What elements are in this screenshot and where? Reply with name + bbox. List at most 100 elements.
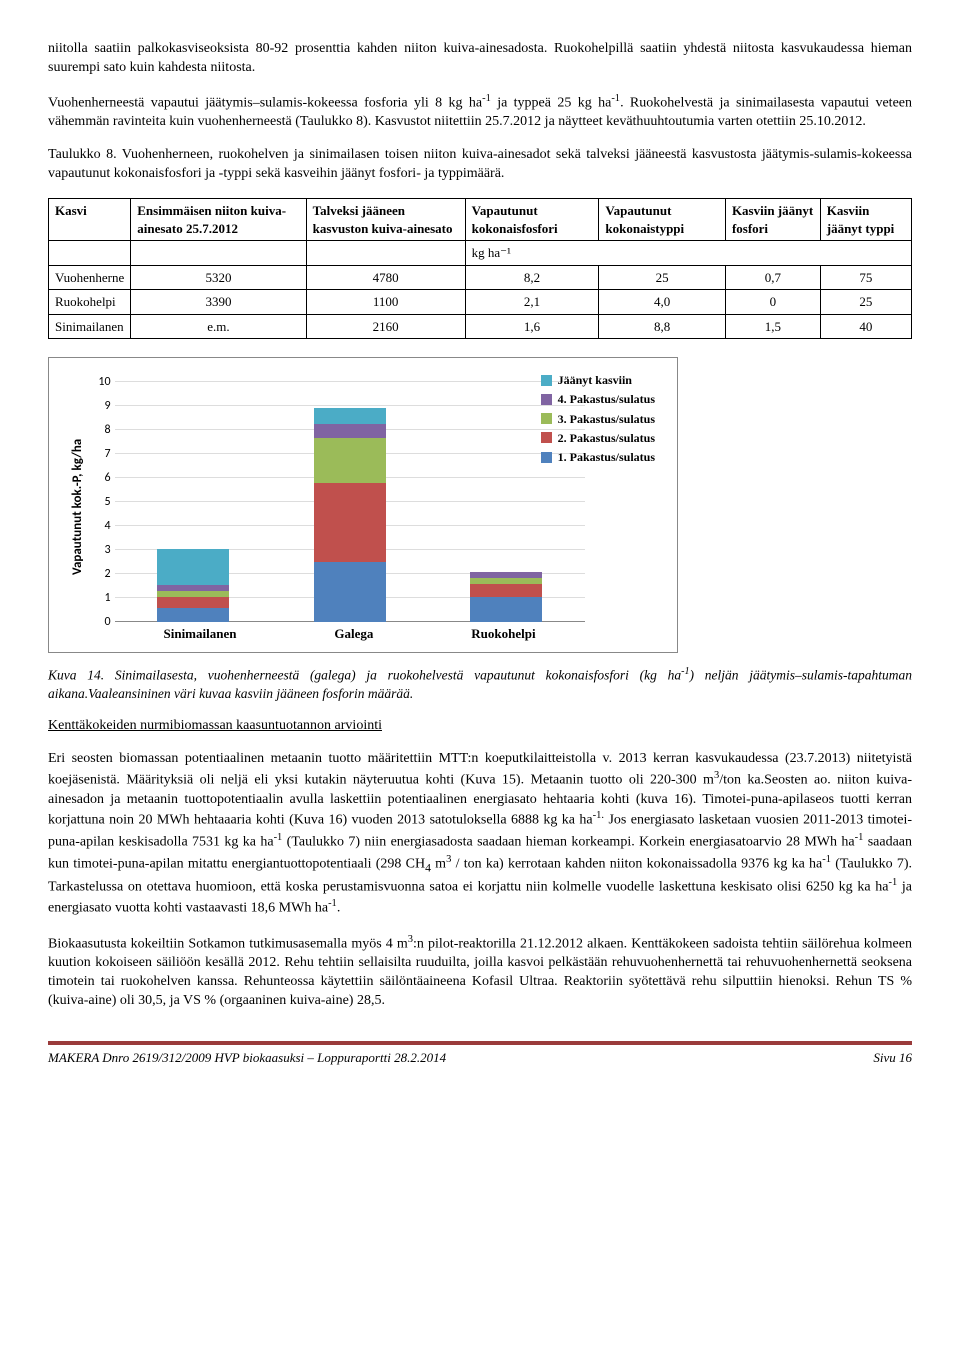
th: Kasviin jäänyt fosfori <box>725 199 820 241</box>
p2a: Vuohenherneestä vapautui jäätymis–sulami… <box>48 95 482 110</box>
chart-ytick: 6 <box>87 470 111 486</box>
table-cell: 40 <box>820 314 911 339</box>
footer-left: MAKERA Dnro 2619/312/2009 HVP biokaasuks… <box>48 1049 446 1067</box>
th: Kasviin jäänyt typpi <box>820 199 911 241</box>
chart-ytick: 1 <box>87 590 111 606</box>
p2b: ja typpeä 25 kg ha <box>491 95 611 110</box>
chart-ytick: 7 <box>87 446 111 462</box>
p3f: m <box>431 856 446 871</box>
sup: -1 <box>328 898 337 909</box>
table-cell: 25 <box>599 265 726 290</box>
figure-14-caption: Kuva 14. Sinimailasesta, vuohenherneestä… <box>48 665 912 703</box>
table-cell: 75 <box>820 265 911 290</box>
sup: -1 <box>274 832 283 843</box>
table-cell: 1,6 <box>465 314 599 339</box>
chart-bar-segment <box>314 424 386 437</box>
subheading-text: Kenttäkokeiden nurmibiomassan kaasuntuot… <box>48 718 382 733</box>
p3j: . <box>337 901 341 916</box>
figcap-a: Kuva 14. Sinimailasesta, vuohenherneestä… <box>48 668 681 683</box>
table-cell: Ruokohelpi <box>49 290 131 315</box>
chart-bar-segment <box>314 562 386 622</box>
table-cell: 4780 <box>306 265 465 290</box>
th: Vapautunut kokonaistyppi <box>599 199 726 241</box>
table-caption: Taulukko 8. Vuohenherneen, ruokohelven j… <box>48 146 912 184</box>
legend-label: 1. Pakastus/sulatus <box>558 449 655 465</box>
chart-figure-14: Vapautunut kok.-P, kg/ha 0 1 2 3 4 5 6 7 8 9 10 Si… <box>48 357 678 653</box>
table-cell: e.m. <box>131 314 306 339</box>
chart-xlabel: Sinimailanen <box>164 625 237 643</box>
table-cell: Sinimailanen <box>49 314 131 339</box>
table-row: Vuohenherne532047808,2250,775 <box>49 265 912 290</box>
th: Talveksi jääneen kasvuston kuiva-ainesat… <box>306 199 465 241</box>
table-8: Kasvi Ensimmäisen niiton kuiva-ainesato … <box>48 198 912 339</box>
p3d: (Taulukko 7) niin energiasadosta saadaan… <box>282 835 854 850</box>
legend-swatch <box>541 394 552 405</box>
legend-label: 2. Pakastus/sulatus <box>558 430 655 446</box>
table-cell: 2,1 <box>465 290 599 315</box>
paragraph-1: niitolla saatiin palkokasviseoksista 80-… <box>48 40 912 78</box>
legend-swatch <box>541 452 552 463</box>
chart-legend-item: 3. Pakastus/sulatus <box>541 411 655 427</box>
footer-page-label: Sivu <box>873 1050 899 1065</box>
table-cell: 4,0 <box>599 290 726 315</box>
p4a: Biokaasutusta kokeiltiin Sotkamon tutkim… <box>48 936 408 951</box>
chart-bar <box>470 572 542 622</box>
footer-right: Sivu 16 <box>873 1049 912 1067</box>
table-row: Ruokohelpi339011002,14,0025 <box>49 290 912 315</box>
chart-bar-segment <box>157 608 229 622</box>
chart-xlabel: Ruokohelpi <box>471 625 535 643</box>
chart-ylabel: Vapautunut kok.-P, kg/ha <box>63 372 87 642</box>
table-unit-row: kg ha⁻¹ <box>49 241 912 266</box>
chart-bar-segment <box>314 438 386 484</box>
sup: -1 <box>681 666 689 677</box>
chart-legend-item: 1. Pakastus/sulatus <box>541 449 655 465</box>
legend-swatch <box>541 413 552 424</box>
paragraph-2: Vuohenherneestä vapautui jäätymis–sulami… <box>48 92 912 132</box>
table-header-row: Kasvi Ensimmäisen niiton kuiva-ainesato … <box>49 199 912 241</box>
chart-ytick: 9 <box>87 398 111 414</box>
table-cell: 2160 <box>306 314 465 339</box>
th: Ensimmäisen niiton kuiva-ainesato 25.7.2… <box>131 199 306 241</box>
p3g: / ton ka) kerrotaan kahden niiton kokona… <box>451 856 822 871</box>
legend-label: 3. Pakastus/sulatus <box>558 411 655 427</box>
chart-ytick: 0 <box>87 614 111 630</box>
subheading: Kenttäkokeiden nurmibiomassan kaasuntuot… <box>48 717 912 736</box>
sup: -1. <box>593 810 604 821</box>
chart-bar-segment <box>157 597 229 608</box>
paragraph-3: Eri seosten biomassan potentiaalinen met… <box>48 750 912 919</box>
legend-swatch <box>541 432 552 443</box>
table-cell: 3390 <box>131 290 306 315</box>
chart-bar-segment <box>157 549 229 585</box>
chart-ytick: 10 <box>87 374 111 390</box>
table-cell: 8,2 <box>465 265 599 290</box>
table-cell: 0 <box>725 290 820 315</box>
chart-legend: Jäänyt kasviin 4. Pakastus/sulatus 3. Paka… <box>541 372 655 468</box>
sup: -1 <box>822 854 831 865</box>
page-footer: MAKERA Dnro 2619/312/2009 HVP biokaasuks… <box>48 1041 912 1067</box>
chart-ytick: 2 <box>87 566 111 582</box>
chart-bar-segment <box>314 483 386 562</box>
chart-ytick: 8 <box>87 422 111 438</box>
sup: -1 <box>482 93 491 104</box>
chart-bar-segment <box>470 584 542 597</box>
sup: -1 <box>888 877 897 888</box>
chart-bar <box>314 408 386 623</box>
footer-page-num: 16 <box>899 1050 912 1065</box>
chart-ytick: 4 <box>87 518 111 534</box>
table-cell: 5320 <box>131 265 306 290</box>
chart-legend-item: 4. Pakastus/sulatus <box>541 391 655 407</box>
table-cell: 1,5 <box>725 314 820 339</box>
chart-plot-area: 012345678910 SinimailanenGalegaRuokohelp… <box>87 372 607 642</box>
table-row: Sinimailanene.m.21601,68,81,540 <box>49 314 912 339</box>
table-cell: 25 <box>820 290 911 315</box>
chart-ytick: 5 <box>87 494 111 510</box>
chart-bar-segment <box>314 408 386 425</box>
unit-cell: kg ha⁻¹ <box>465 241 911 266</box>
chart-legend-item: 2. Pakastus/sulatus <box>541 430 655 446</box>
table-cell: 0,7 <box>725 265 820 290</box>
chart-ytick: 3 <box>87 542 111 558</box>
chart-legend-item: Jäänyt kasviin <box>541 372 655 388</box>
paragraph-4: Biokaasutusta kokeiltiin Sotkamon tutkim… <box>48 933 912 1011</box>
table-cell: 1100 <box>306 290 465 315</box>
chart-bar-segment <box>470 597 542 622</box>
